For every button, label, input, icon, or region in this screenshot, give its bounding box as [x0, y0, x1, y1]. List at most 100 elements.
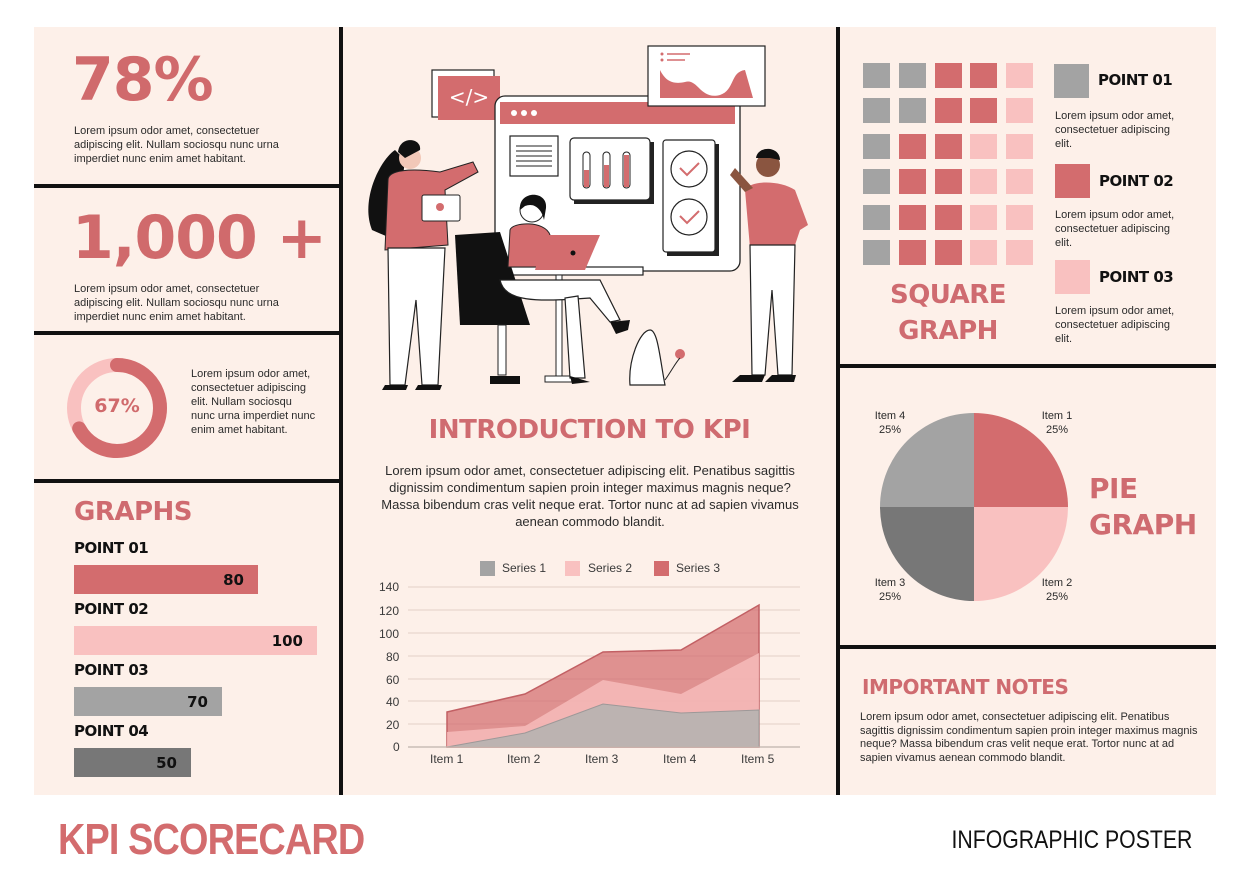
legend-label-series-2: Series 2: [588, 561, 633, 575]
square-cell: [970, 169, 997, 194]
square-cell: [970, 205, 997, 230]
divider-left-2: [34, 331, 343, 335]
bar-label-point-01: POINT 01: [74, 539, 149, 557]
square-cell: [863, 63, 890, 88]
svg-text:</>: </>: [449, 85, 489, 109]
x-tick-item-4: Item 4: [663, 752, 697, 766]
legend-title-point-01: POINT 01: [1098, 71, 1173, 89]
pie-graph-title-line-2: GRAPH: [1089, 508, 1197, 541]
bar-value-point-02: 100: [271, 632, 303, 650]
square-cell: [899, 63, 926, 88]
x-tick-item-2: Item 2: [507, 752, 541, 766]
bar-point-03: 70: [74, 687, 222, 716]
x-tick-item-3: Item 3: [585, 752, 619, 766]
square-cell: [863, 98, 890, 123]
pie-slice-item-3: [880, 507, 974, 601]
legend-title-point-03: POINT 03: [1099, 268, 1174, 286]
pie-label-item-1: Item 1 25%: [1041, 410, 1073, 436]
legend-swatch-series-2: [565, 561, 580, 576]
y-tick: 0: [393, 740, 400, 754]
pie-slice-item-2: [974, 507, 1068, 601]
kpi-team-illustration: </>: [368, 45, 808, 390]
square-cell: [899, 134, 926, 159]
legend-text-point-01: Lorem ipsum odor amet, consectetuer adip…: [1055, 110, 1175, 150]
pie-label-item-2: Item 2 25%: [1041, 577, 1073, 603]
pie-chart: [880, 413, 1068, 601]
x-tick-item-5: Item 5: [741, 752, 775, 766]
y-tick: 60: [386, 673, 400, 687]
square-cell: [863, 169, 890, 194]
graphs-title: GRAPHS: [74, 497, 193, 527]
stat-1000-description: Lorem ipsum odor amet, consectetuer adip…: [74, 283, 279, 323]
y-tick: 20: [386, 718, 400, 732]
legend-swatch-series-3: [654, 561, 669, 576]
square-graph-title-line-2: GRAPH: [898, 316, 998, 346]
square-cell: [970, 240, 997, 265]
square-cell: [1006, 134, 1033, 159]
important-notes-text: Lorem ipsum odor amet, consectetuer adip…: [860, 711, 1198, 764]
square-cell: [935, 240, 962, 265]
square-cell: [899, 205, 926, 230]
bar-point-02: 100: [74, 626, 317, 655]
divider-left-3: [34, 479, 343, 483]
square-cell: [970, 63, 997, 88]
square-graph-title-line-1: SQUARE: [889, 280, 1007, 310]
square-cell: [863, 134, 890, 159]
stat-78-description: Lorem ipsum odor amet, consectetuer adip…: [74, 125, 279, 165]
square-cell: [1006, 240, 1033, 265]
bar-value-point-04: 50: [156, 754, 177, 772]
legend-label-series-3: Series 3: [676, 561, 721, 575]
y-tick: 140: [379, 580, 400, 594]
square-cell: [863, 205, 890, 230]
square-cell: [935, 98, 962, 123]
bar-value-point-01: 80: [223, 571, 244, 589]
divider-right-2: [838, 645, 1216, 649]
donut-chart: [67, 358, 167, 458]
y-tick: 80: [386, 650, 400, 664]
divider-center-right: [836, 27, 840, 795]
square-cell: [970, 134, 997, 159]
square-cell: [899, 240, 926, 265]
plant-icon: [629, 329, 685, 386]
divider-left-center: [339, 27, 343, 795]
donut-description: Lorem ipsum odor amet, consectetuer adip…: [191, 368, 316, 436]
area-chart-card-icon: [647, 45, 766, 107]
footer-subtitle: INFOGRAPHIC POSTER: [951, 826, 1192, 854]
square-cell: [935, 205, 962, 230]
bar-label-point-03: POINT 03: [74, 661, 149, 679]
square-cell: [899, 169, 926, 194]
square-cell: [1006, 205, 1033, 230]
divider-right-1: [838, 364, 1216, 368]
y-tick: 100: [379, 627, 400, 641]
legend-text-point-02: Lorem ipsum odor amet, consectetuer adip…: [1055, 209, 1175, 249]
seated-woman-figure: [499, 194, 630, 384]
area-chart-plot: [408, 586, 800, 748]
intro-text: Lorem ipsum odor amet, consectetuer adip…: [381, 463, 799, 529]
pie-slice-item-1: [974, 413, 1068, 507]
legend-swatch-series-1: [480, 561, 495, 576]
divider-left-1: [34, 184, 343, 188]
legend-swatch-point-03: [1055, 260, 1090, 294]
square-cell: [935, 134, 962, 159]
square-cell: [863, 240, 890, 265]
footer-title: KPI SCORECARD: [58, 815, 365, 864]
y-tick: 40: [386, 695, 400, 709]
code-icon: </>: [431, 69, 500, 120]
bar-value-point-03: 70: [187, 693, 208, 711]
legend-label-series-1: Series 1: [502, 561, 547, 575]
bar-label-point-02: POINT 02: [74, 600, 149, 618]
square-cell: [935, 169, 962, 194]
stat-1000-plus: 1,000 +: [72, 203, 327, 273]
standing-man-figure: [730, 148, 808, 382]
bar-label-point-04: POINT 04: [74, 722, 149, 740]
pie-label-item-4: Item 4 25%: [874, 410, 906, 436]
square-cell: [935, 63, 962, 88]
browser-window-icon: [494, 95, 741, 272]
square-cell: [1006, 63, 1033, 88]
pie-graph-title-line-1: PIE: [1089, 472, 1138, 505]
pie-slice-item-4: [880, 413, 974, 507]
intro-title: INTRODUCTION TO KPI: [428, 415, 751, 445]
legend-title-point-02: POINT 02: [1099, 172, 1174, 190]
donut-value: 67%: [94, 395, 140, 417]
y-tick: 120: [379, 604, 400, 618]
